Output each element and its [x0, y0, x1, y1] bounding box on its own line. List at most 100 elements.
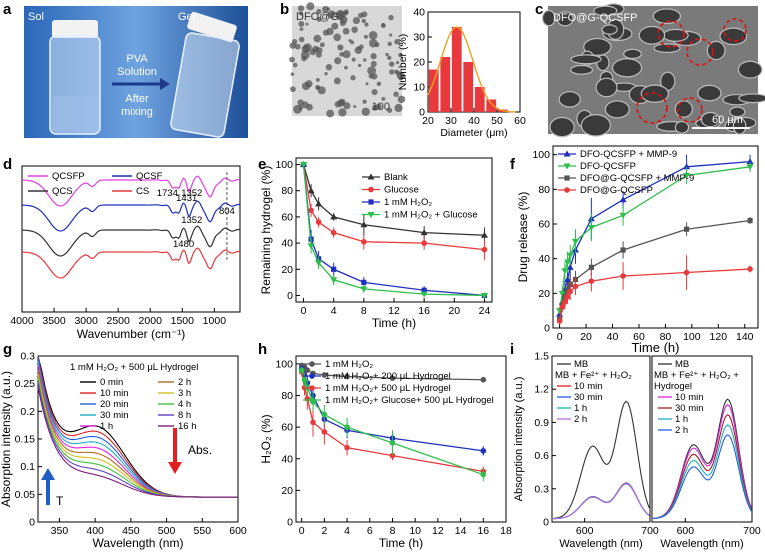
g-ytick-label: 0.1	[20, 461, 35, 473]
e-ytick-label: 80	[281, 185, 293, 197]
g-xtick-label: 350	[51, 525, 69, 537]
micrograph-particles	[289, 2, 406, 118]
particle	[386, 107, 393, 113]
particle	[294, 43, 301, 50]
particle	[315, 51, 322, 58]
panel-b: b DFO@G 100 20 30 40 50 60010203040Diameter …	[280, 1, 526, 139]
i-right-reaction-spectrum	[653, 404, 752, 519]
arrow-label-pva: PVA	[126, 53, 148, 65]
ftir-xtick-label: 2000	[139, 315, 163, 327]
h-xtick-label: 14	[455, 525, 467, 537]
f-frame	[552, 145, 759, 329]
particle	[326, 109, 335, 118]
h-ytick-label: 40	[281, 453, 293, 465]
pore	[595, 77, 618, 98]
g-ytick-label: 0.15	[15, 434, 36, 446]
particle	[342, 50, 351, 59]
f-ytick-label: 40	[538, 253, 550, 265]
f-legend-marker	[564, 187, 570, 193]
f-series-point	[571, 238, 579, 245]
particle	[289, 56, 295, 63]
pore	[706, 40, 726, 61]
e-series-point	[315, 219, 322, 225]
particle	[370, 53, 377, 60]
f-series-point	[587, 224, 595, 231]
particle	[351, 26, 358, 33]
i-left-ytick-label: 1.5	[534, 351, 549, 363]
ftir-xtick-label: 3000	[74, 315, 98, 327]
highlight-circle-1	[657, 20, 685, 48]
g-legend-label: 0 min	[100, 377, 123, 388]
pore	[556, 11, 574, 27]
f-xtick-label: 100	[683, 331, 701, 343]
e-legend-label: Glucose	[384, 185, 419, 196]
pore	[604, 100, 630, 119]
particle	[368, 30, 378, 40]
vial-gel	[170, 32, 240, 138]
ftir-xtick-label: 3500	[42, 315, 66, 327]
f-series-point	[746, 164, 754, 171]
h-xtick-label: 4	[344, 525, 350, 537]
histogram-bar	[463, 62, 474, 112]
chart-g-absorption: 350 400 450 500 550 600 0 0.05 0.1 0.15 0.2 0.25 0.3…	[0, 351, 247, 551]
e-series-point	[315, 260, 323, 267]
g-spectrum	[37, 360, 239, 498]
particle	[337, 44, 344, 51]
h-xtick-label: 6	[367, 525, 373, 537]
f-legend-label: DFO@G-QCSFP + MMP-9	[580, 173, 694, 184]
particle	[326, 7, 331, 11]
ftir-spectrum-cs	[21, 247, 241, 279]
f-xlabel: Time (h)	[632, 340, 680, 355]
e-series-point	[330, 277, 338, 284]
i-right-xtick-label: 700	[743, 525, 761, 537]
histogram-fit-curve	[427, 26, 516, 113]
particle	[324, 72, 328, 76]
f-series-point	[683, 226, 690, 232]
e-series-point	[361, 279, 367, 285]
g-legend-label: 4 h	[178, 399, 191, 410]
f-xtick-label: 60	[633, 331, 645, 343]
particle	[333, 33, 342, 42]
f-series-point	[683, 163, 691, 170]
pore	[570, 64, 594, 75]
particle	[292, 62, 298, 68]
particle	[362, 58, 367, 62]
particle	[298, 20, 305, 27]
particle	[387, 55, 392, 60]
particle	[325, 64, 333, 71]
particle	[367, 66, 377, 76]
g-ylabel: Absorption intensity (a.u.)	[0, 371, 13, 507]
i-left-legend-label: MB + Fe²⁺ + H₂O₂	[555, 370, 632, 381]
e-legend-marker	[368, 186, 374, 193]
e-series-point	[308, 207, 314, 214]
e-series-point	[361, 238, 367, 245]
e-series-point	[360, 286, 368, 293]
h-series-point	[321, 372, 328, 378]
f-series-point	[747, 217, 753, 224]
hist-ytick-label: 30	[413, 32, 425, 44]
h-legend-label: 1 mM H₂O₂+ 200 μL Hydrogel	[325, 371, 451, 382]
pore	[732, 117, 747, 135]
particle	[352, 16, 361, 25]
h-series-point	[310, 419, 316, 426]
particle	[344, 65, 348, 70]
panel-label-g: g	[3, 341, 12, 358]
e-xtick-label: 8	[361, 305, 367, 317]
particle	[395, 60, 400, 65]
pore	[674, 120, 690, 134]
e-series-point	[331, 266, 337, 272]
h-legend-marker	[309, 397, 315, 403]
particle	[322, 5, 329, 13]
f-xtick-label: 40	[607, 331, 619, 343]
process-arrow-head-icon	[160, 78, 170, 90]
particle	[362, 99, 367, 104]
f-ytick-label: 20	[538, 288, 550, 300]
particle	[368, 38, 378, 48]
pore	[623, 48, 642, 60]
f-ylabel: Drug release (%)	[516, 192, 530, 283]
i-left-ytick-label: 0	[543, 517, 549, 529]
h-frame	[295, 355, 507, 523]
h-xtick-label: 16	[477, 525, 489, 537]
